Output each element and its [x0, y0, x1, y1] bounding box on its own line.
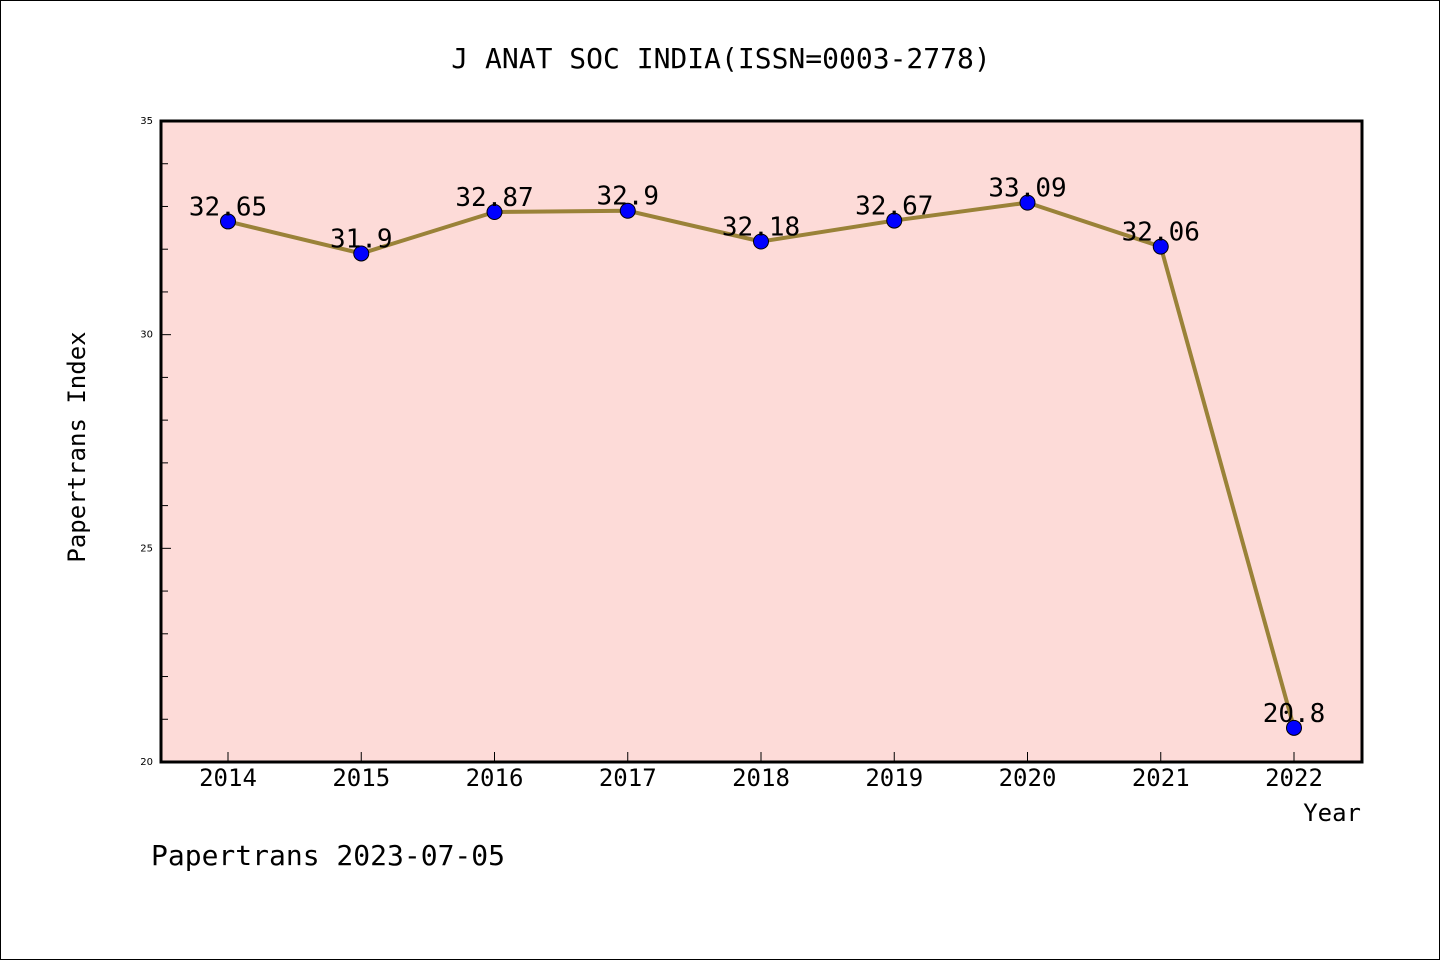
- data-label: 31.9: [330, 224, 393, 254]
- data-point: [619, 202, 636, 219]
- x-axis-ticks: 2014 2015 2016 2017 2018 2019 2020 2021 2022: [199, 752, 1323, 792]
- plot-frame: [159, 119, 1364, 764]
- x-tick-label: 2015: [332, 764, 390, 792]
- data-label: 32.87: [455, 183, 533, 213]
- y-tick-label: 30: [140, 330, 153, 341]
- data-point: [1152, 238, 1169, 255]
- data-point: [753, 233, 769, 250]
- data-point: [886, 212, 903, 229]
- y-tick-label: 25: [140, 543, 153, 554]
- x-tick-label: 2014: [199, 764, 257, 792]
- chart-title: J ANAT SOC INDIA(ISSN=0003-2778): [451, 42, 990, 75]
- data-label: 33.09: [988, 174, 1066, 204]
- data-labels: 32.65 31.9 32.87 32.9 32.18 32.67 33.09 32.06 20…: [189, 174, 1325, 729]
- x-tick-label: 2018: [732, 764, 790, 792]
- x-tick-label: 2022: [1265, 764, 1323, 792]
- data-label: 32.67: [855, 192, 933, 222]
- plot-area: [161, 121, 1362, 762]
- x-tick-label: 2020: [999, 764, 1057, 792]
- x-tick-label: 2021: [1132, 764, 1190, 792]
- x-tick-label: 2017: [599, 764, 657, 792]
- data-point: [486, 204, 503, 221]
- y-tick-label: 20: [140, 757, 153, 768]
- x-tick-label: 2019: [865, 764, 923, 792]
- y-tick-label: 35: [140, 116, 153, 127]
- x-tick-label: 2016: [466, 764, 524, 792]
- footer-date: Papertrans 2023-07-05: [151, 839, 505, 872]
- x-axis-label: Year: [1303, 799, 1361, 827]
- series-markers: [220, 194, 1302, 736]
- data-label: 20.8: [1263, 699, 1326, 729]
- data-point: [1019, 194, 1036, 211]
- data-label: 32.06: [1122, 218, 1200, 248]
- data-point: [1286, 719, 1302, 736]
- data-point: [353, 245, 370, 262]
- y-axis-label: Papertrans Index: [63, 331, 91, 562]
- data-label: 32.65: [189, 192, 267, 222]
- data-point: [220, 213, 236, 230]
- data-label: 32.18: [722, 213, 800, 243]
- data-label: 32.9: [596, 182, 659, 212]
